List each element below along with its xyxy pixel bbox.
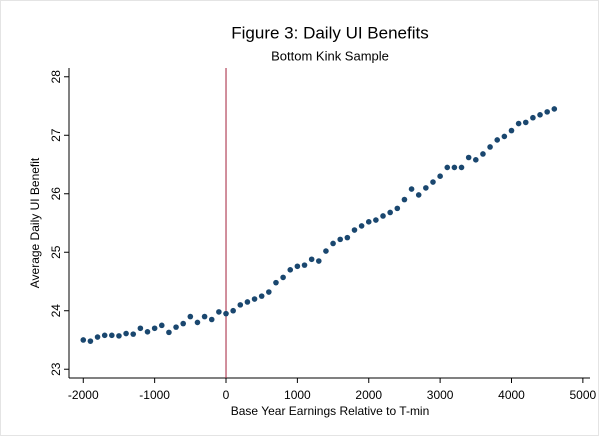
point xyxy=(123,330,129,337)
x-tick-label: -1000 xyxy=(139,388,170,402)
y-tick-label: 25 xyxy=(49,245,63,259)
point xyxy=(544,109,550,115)
point xyxy=(401,196,408,203)
point xyxy=(258,293,265,299)
y-tick-label: 27 xyxy=(49,128,63,142)
point xyxy=(480,151,486,157)
point xyxy=(330,240,336,247)
point xyxy=(244,299,251,305)
point xyxy=(130,331,137,337)
point xyxy=(373,217,379,223)
y-axis-label: Average Daily UI Benefit xyxy=(28,157,42,288)
point xyxy=(237,302,244,308)
point xyxy=(387,209,393,216)
chart-title: Figure 3: Daily UI Benefits xyxy=(231,23,428,42)
point xyxy=(187,313,194,320)
point xyxy=(273,279,279,286)
y-tick-label: 26 xyxy=(49,187,63,201)
point xyxy=(216,309,222,315)
point xyxy=(137,325,144,332)
point xyxy=(301,262,308,268)
point xyxy=(494,137,501,143)
point xyxy=(280,274,286,281)
point xyxy=(465,154,472,161)
point xyxy=(473,157,479,163)
point xyxy=(308,256,315,263)
x-tick-label: 5000 xyxy=(570,388,597,402)
point xyxy=(230,307,236,314)
point xyxy=(394,205,401,212)
point xyxy=(80,337,87,343)
point xyxy=(380,213,386,219)
point xyxy=(116,333,122,339)
point xyxy=(551,106,558,112)
point xyxy=(201,313,208,320)
point xyxy=(94,334,101,340)
point xyxy=(166,329,172,336)
point xyxy=(287,266,294,273)
point xyxy=(415,192,422,198)
point xyxy=(337,236,344,243)
y-tick-label: 28 xyxy=(49,70,63,84)
point xyxy=(451,164,458,171)
point xyxy=(208,316,215,323)
point xyxy=(501,133,508,140)
point xyxy=(537,111,543,118)
x-axis-label: Base Year Earnings Relative to T-min xyxy=(231,404,430,418)
point xyxy=(365,219,372,225)
x-tick-label: 0 xyxy=(223,388,230,402)
chart-subtitle: Bottom Kink Sample xyxy=(271,48,389,63)
point xyxy=(87,338,94,344)
y-tick-label: 23 xyxy=(49,362,63,376)
point xyxy=(251,296,258,302)
point xyxy=(315,258,322,264)
point xyxy=(351,227,358,233)
y-tick-label: 24 xyxy=(49,304,63,318)
x-tick-label: 4000 xyxy=(498,388,525,402)
point xyxy=(194,319,201,326)
point xyxy=(487,144,493,150)
point xyxy=(180,320,186,327)
point xyxy=(444,164,451,171)
point xyxy=(530,114,536,121)
point xyxy=(344,234,351,241)
point xyxy=(515,120,522,127)
x-tick-label: 2000 xyxy=(355,388,382,402)
point xyxy=(173,324,179,330)
point xyxy=(158,322,165,329)
point xyxy=(151,325,158,332)
x-tick-label: 3000 xyxy=(427,388,454,402)
point xyxy=(294,263,301,270)
point xyxy=(437,173,443,180)
x-tick-label: 1000 xyxy=(284,388,311,402)
point xyxy=(323,248,329,254)
point xyxy=(358,223,365,229)
point xyxy=(109,332,115,339)
point xyxy=(144,328,151,335)
point xyxy=(423,185,429,191)
x-tick-label: -2000 xyxy=(68,388,99,402)
point xyxy=(266,289,272,295)
point xyxy=(522,119,529,126)
point xyxy=(430,179,436,185)
point xyxy=(408,186,415,192)
point xyxy=(508,127,515,134)
point xyxy=(101,332,108,339)
point xyxy=(458,164,465,171)
point xyxy=(223,310,229,317)
